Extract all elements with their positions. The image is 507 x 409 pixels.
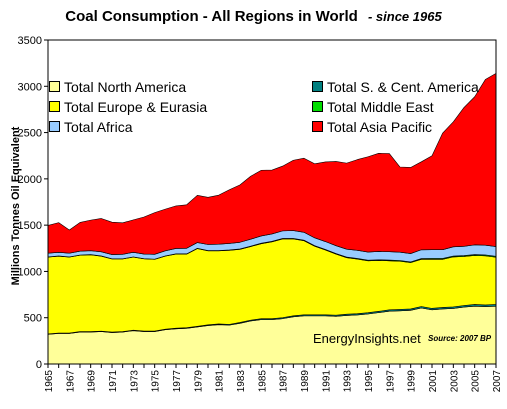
chart-title: Coal Consumption - All Regions in World … xyxy=(0,8,507,25)
x-tick-label: 1987 xyxy=(279,370,290,393)
y-tick-label: 0 xyxy=(36,359,42,371)
plot-area xyxy=(47,40,497,365)
x-tick-label: 1977 xyxy=(172,370,183,393)
legend-label-europe-eurasia: Total Europe & Eurasia xyxy=(64,99,208,115)
legend-swatch-north-america xyxy=(49,81,60,92)
x-tick-label: 1999 xyxy=(407,370,418,393)
x-tick-label: 1975 xyxy=(151,370,162,393)
x-tick-label: 1967 xyxy=(65,370,76,393)
x-tick-label: 1971 xyxy=(108,370,119,393)
y-tick-label: 2000 xyxy=(18,174,42,186)
legend-item-asia-pacific: Total Asia Pacific xyxy=(312,119,432,135)
chart-subtitle: - since 1965 xyxy=(367,9,442,24)
legend-swatch-africa xyxy=(49,121,60,132)
legend-item-middle-east: Total Middle East xyxy=(312,99,434,115)
chart-title-text: Coal Consumption - All Regions in World xyxy=(65,8,358,25)
legend-item-south-central-america: Total S. & Cent. America xyxy=(312,79,479,95)
x-tick-label: 1991 xyxy=(321,370,332,393)
x-tick-label: 2003 xyxy=(449,370,460,393)
x-tick-label: 1965 xyxy=(44,370,55,393)
x-tick-label: 1989 xyxy=(300,370,311,393)
legend-item-north-america: Total North America xyxy=(49,79,186,95)
x-tick-label: 1997 xyxy=(385,370,396,393)
x-tick-label: 1973 xyxy=(129,370,140,393)
x-tick-label: 1979 xyxy=(193,370,204,393)
x-tick-label: 2005 xyxy=(471,370,482,393)
legend-item-africa: Total Africa xyxy=(49,119,132,135)
source-note: Source: 2007 BP xyxy=(428,334,492,343)
y-tick-label: 1500 xyxy=(18,220,42,232)
x-tick-label: 1995 xyxy=(364,370,375,393)
legend-swatch-middle-east xyxy=(312,101,323,112)
legend-swatch-south-central-america xyxy=(312,81,323,92)
legend-label-asia-pacific: Total Asia Pacific xyxy=(327,119,433,135)
y-axis-label: Millions Tonnes Oil Equivalent xyxy=(10,126,22,286)
watermark-energyinsights: EnergyInsights.net xyxy=(313,331,421,346)
legend-label-south-central-america: Total S. & Cent. America xyxy=(327,79,479,95)
x-tick-label: 1981 xyxy=(215,370,226,393)
axes: 0 500 1000 1500 2000 2500 3000 3500 1965 1967 1969… xyxy=(18,35,503,392)
x-tick-label: 2001 xyxy=(428,370,439,393)
legend-label-africa: Total Africa xyxy=(64,119,133,135)
legend-item-europe-eurasia: Total Europe & Eurasia xyxy=(49,99,207,115)
legend-label-middle-east: Total Middle East xyxy=(327,99,434,115)
y-tick-label: 3000 xyxy=(18,81,42,93)
y-tick-label: 2500 xyxy=(18,128,42,140)
y-tick-label: 1000 xyxy=(18,266,42,278)
legend-swatch-asia-pacific xyxy=(312,121,323,132)
legend-label-north-america: Total North America xyxy=(64,79,187,95)
x-tick-label: 1983 xyxy=(236,370,247,393)
x-tick-label: 1985 xyxy=(257,370,268,393)
x-tick-label: 1969 xyxy=(87,370,98,393)
x-tick-label: 1993 xyxy=(343,370,354,393)
y-tick-label: 500 xyxy=(24,313,42,325)
legend-swatch-europe-eurasia xyxy=(49,101,60,112)
y-tick-label: 3500 xyxy=(18,35,42,47)
x-tick-label: 2007 xyxy=(492,370,503,393)
